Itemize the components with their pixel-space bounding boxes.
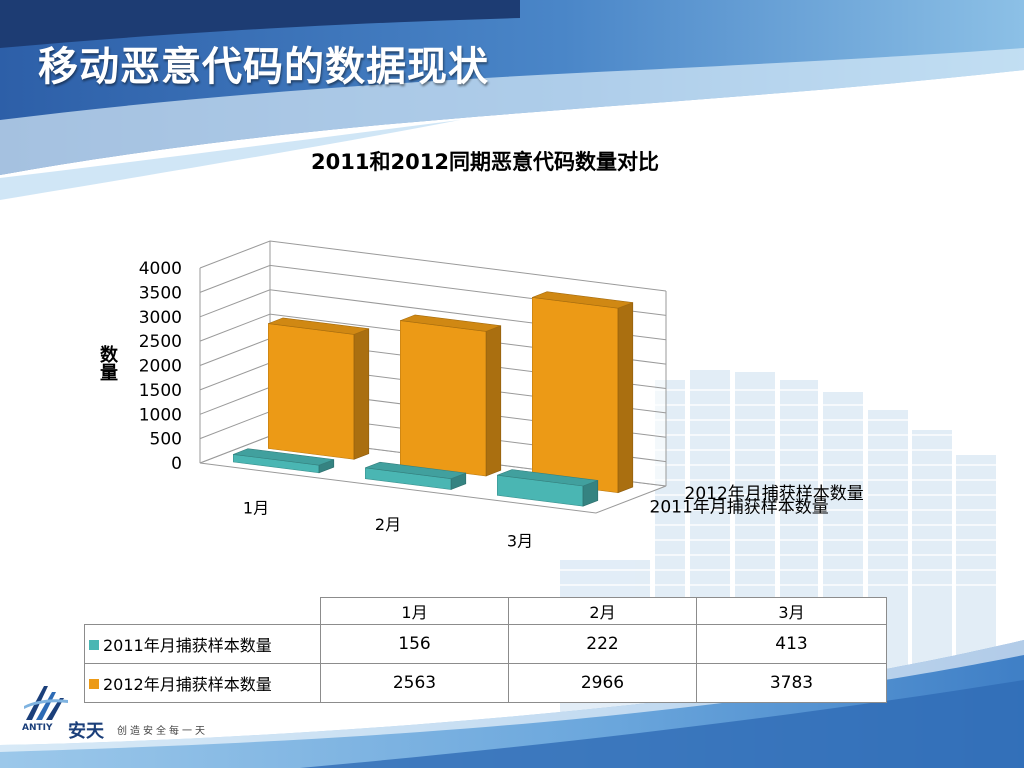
x-tick-label: 2月 xyxy=(375,515,401,534)
bar-top xyxy=(400,314,501,332)
x-tick-label: 3月 xyxy=(507,532,533,551)
data-table: 1月 2月 3月 2011年月捕获样本数量 156 222 413 2012年月… xyxy=(84,597,887,703)
y-tick-label: 2000 xyxy=(139,357,182,377)
chart-bars xyxy=(233,291,634,507)
y-tick-label: 500 xyxy=(150,430,182,450)
table-header-row: 1月 2月 3月 xyxy=(85,597,887,625)
bar-top xyxy=(497,469,598,487)
table-cell: 156 xyxy=(320,624,509,664)
bar xyxy=(233,448,335,474)
y-axis-ticks: 0 500 1000 1500 2000 2500 3000 3500 4000 xyxy=(139,259,182,474)
bar-side xyxy=(353,328,370,460)
table-header-cell: 3月 xyxy=(696,597,887,625)
table-cell: 413 xyxy=(696,624,887,664)
bar xyxy=(267,317,370,460)
y-tick-label: 1500 xyxy=(139,381,182,401)
y-tick-label: 1000 xyxy=(139,405,182,425)
series-name: 2012年月捕获样本数量 xyxy=(103,675,272,694)
table-cell: 2966 xyxy=(508,663,697,703)
table-header-cell: 1月 xyxy=(320,597,509,625)
bar-front xyxy=(531,297,619,494)
bar-top xyxy=(268,317,369,335)
bar-side xyxy=(617,302,634,494)
table-cell: 3783 xyxy=(696,663,887,703)
table-cell: 222 xyxy=(508,624,697,664)
table-row: 2012年月捕获样本数量 2563 2966 3783 xyxy=(84,663,887,703)
table-corner xyxy=(85,598,321,625)
bar-top xyxy=(233,448,334,466)
y-tick-label: 3000 xyxy=(139,308,182,328)
bar-side xyxy=(485,325,502,477)
slide-title: 移动恶意代码的数据现状 xyxy=(38,44,489,90)
bar xyxy=(364,461,467,490)
y-axis-label: 数量 xyxy=(97,345,118,381)
x-tick-label: 1月 xyxy=(243,498,269,517)
table-series-label: 2012年月捕获样本数量 xyxy=(84,663,321,703)
y-tick-label: 3500 xyxy=(139,283,182,303)
x-axis-ticks: 1月 2月 3月 xyxy=(243,498,533,550)
table-header-cell: 2月 xyxy=(508,597,697,625)
bar-front xyxy=(267,323,355,460)
brand-name: 安天 xyxy=(68,721,104,742)
series-axis-label: 2011年月捕获样本数量 xyxy=(650,497,829,517)
bar-front xyxy=(399,320,487,477)
y-tick-label: 0 xyxy=(171,454,182,474)
bar-top xyxy=(365,461,466,480)
y-tick-label: 4000 xyxy=(139,259,182,279)
chart-title: 2011和2012同期恶意代码数量对比 xyxy=(311,150,659,174)
legend-swatch-2012 xyxy=(89,679,99,689)
series-name: 2011年月捕获样本数量 xyxy=(103,636,272,655)
bar-top xyxy=(532,291,633,309)
y-tick-label: 2500 xyxy=(139,332,182,352)
legend-swatch-2011 xyxy=(89,640,99,650)
antiy-logo-icon xyxy=(24,686,68,720)
series-axis-label: 2012年月捕获样本数量 xyxy=(685,484,864,504)
table-row: 2011年月捕获样本数量 156 222 413 xyxy=(84,624,887,664)
logo-mark-text: ANTIY xyxy=(22,723,53,733)
bar xyxy=(496,469,599,507)
brand-slogan: 创造安全每一天 xyxy=(117,726,208,737)
bar xyxy=(531,291,634,494)
table-series-label: 2011年月捕获样本数量 xyxy=(84,624,321,664)
table-cell: 2563 xyxy=(320,663,509,703)
bar xyxy=(399,314,502,477)
